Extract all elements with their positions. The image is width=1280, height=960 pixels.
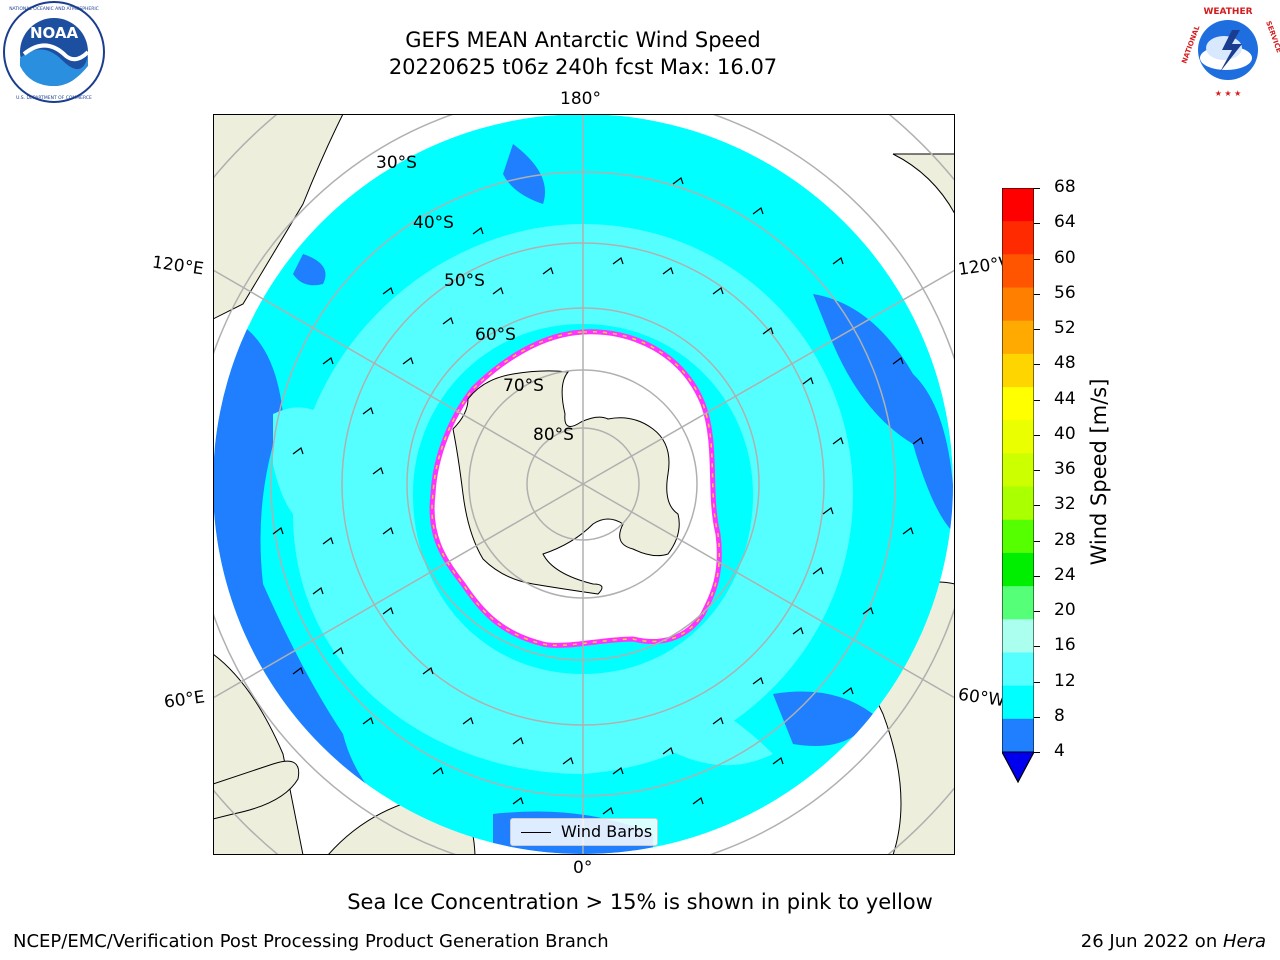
nws-logo: WEATHER NATIONAL SERVICE ★ ★ ★ bbox=[1176, 0, 1280, 104]
colorbar-tick-mark bbox=[1034, 575, 1040, 577]
colorbar-segment bbox=[1002, 287, 1034, 322]
colorbar-tick-label: 52 bbox=[1054, 318, 1076, 338]
colorbar-extend-arrow bbox=[1001, 751, 1035, 784]
caption: Sea Ice Concentration > 15% is shown in … bbox=[347, 890, 933, 914]
colorbar-segment bbox=[1002, 685, 1034, 720]
colorbar-tick-label: 60 bbox=[1054, 247, 1076, 268]
colorbar-tick-mark bbox=[1034, 188, 1040, 189]
lon-label-120e: 120°E bbox=[150, 252, 205, 280]
legend: Wind Barbs bbox=[510, 818, 658, 846]
colorbar-tick-mark bbox=[1034, 434, 1040, 436]
wind-barbs bbox=[272, 177, 924, 815]
colorbar-tick-label: 36 bbox=[1054, 459, 1076, 479]
colorbar-tick-label: 68 bbox=[1054, 177, 1076, 197]
colorbar-tick-label: 32 bbox=[1054, 494, 1076, 515]
colorbar-tick-label: 28 bbox=[1054, 529, 1076, 550]
lat-label-40s: 40°S bbox=[413, 213, 454, 233]
lat-label-60s: 60°S bbox=[475, 325, 516, 345]
colorbar-segment bbox=[1002, 486, 1034, 521]
svg-text:NATIONAL OCEANIC AND ATMOSPHER: NATIONAL OCEANIC AND ATMOSPHERIC bbox=[9, 6, 99, 12]
colorbar-tick-label: 56 bbox=[1054, 282, 1076, 303]
colorbar-tick-label: 4 bbox=[1054, 741, 1065, 761]
colorbar-segment bbox=[1002, 552, 1034, 587]
colorbar-segment bbox=[1002, 254, 1034, 289]
footer-date: 26 Jun 2022 on Hera bbox=[1081, 931, 1266, 952]
chart-title: GEFS MEAN Antarctic Wind Speed bbox=[405, 28, 761, 52]
lat-label-50s: 50°S bbox=[444, 271, 485, 291]
colorbar-segment bbox=[1002, 353, 1034, 388]
colorbar-tick-mark bbox=[1034, 364, 1040, 366]
footer-host: Hera bbox=[1222, 931, 1266, 952]
colorbar-segment bbox=[1002, 519, 1034, 554]
colorbar-tick-label: 12 bbox=[1054, 670, 1076, 691]
lon-label-60w: 60°W bbox=[956, 684, 1007, 712]
colorbar-segment bbox=[1002, 586, 1034, 620]
antarctica bbox=[452, 370, 680, 595]
colorbar-tick-mark bbox=[1034, 505, 1040, 507]
colorbar-tick-label: 24 bbox=[1054, 564, 1076, 585]
colorbar-tick-mark bbox=[1034, 752, 1040, 753]
ice-edge-inner bbox=[431, 331, 721, 647]
colorbar-frame bbox=[1001, 187, 1035, 784]
colorbar-tick-label: 20 bbox=[1054, 600, 1076, 620]
polar-map bbox=[213, 114, 955, 855]
colorbar-segment bbox=[1002, 619, 1034, 653]
chart-subtitle: 20220625 t06z 240h fcst Max: 16.07 bbox=[388, 55, 778, 79]
lat-label-30s: 30°S bbox=[376, 153, 417, 173]
legend-line-swatch bbox=[521, 832, 551, 833]
lon-label-0: 0° bbox=[573, 858, 593, 878]
svg-text:★ ★ ★: ★ ★ ★ bbox=[1215, 89, 1242, 98]
colorbar-tick-mark bbox=[1034, 223, 1040, 225]
footer-date-text: 26 Jun 2022 on bbox=[1080, 931, 1223, 952]
footer-branch: NCEP/EMC/Verification Post Processing Pr… bbox=[13, 931, 609, 952]
high-wind-ring bbox=[273, 224, 853, 774]
svg-text:WEATHER: WEATHER bbox=[1203, 7, 1252, 17]
colorbar-tick-label: 44 bbox=[1054, 388, 1076, 409]
svg-text:NOAA: NOAA bbox=[30, 24, 79, 42]
colorbar-segment bbox=[1002, 320, 1034, 355]
colorbar-segment bbox=[1002, 652, 1034, 687]
colorbar-tick-mark bbox=[1034, 399, 1040, 401]
lon-label-60e: 60°E bbox=[162, 687, 207, 713]
lat-label-80s: 80°S bbox=[533, 425, 574, 445]
colorbar-segment bbox=[1002, 221, 1034, 255]
colorbar-segment bbox=[1002, 387, 1034, 421]
colorbar-tick-mark bbox=[1034, 470, 1040, 471]
colorbar-tick-mark bbox=[1034, 611, 1040, 612]
noaa-logo: NOAA U.S. DEPARTMENT OF COMMERCE NATIONA… bbox=[2, 0, 106, 104]
colorbar-tick-label: 8 bbox=[1054, 705, 1065, 726]
meridian-lines bbox=[213, 114, 955, 855]
colorbar-tick-mark bbox=[1034, 716, 1040, 718]
colorbar-segment bbox=[1002, 420, 1034, 454]
colorbar-tick-label: 40 bbox=[1054, 423, 1076, 444]
svg-text:U.S. DEPARTMENT OF COMMERCE: U.S. DEPARTMENT OF COMMERCE bbox=[16, 95, 92, 101]
colorbar-tick-mark bbox=[1034, 681, 1040, 683]
colorbar-segment bbox=[1002, 453, 1034, 488]
colorbar bbox=[1001, 187, 1035, 784]
colorbar-tick-mark bbox=[1034, 329, 1040, 330]
colorbar-segment bbox=[1002, 718, 1034, 753]
lat-label-70s: 70°S bbox=[503, 376, 544, 396]
colorbar-tick-mark bbox=[1034, 646, 1040, 648]
colorbar-tick-label: 16 bbox=[1054, 635, 1076, 656]
colorbar-tick-label: 64 bbox=[1054, 212, 1076, 233]
colorbar-tick-label: 48 bbox=[1054, 353, 1076, 374]
colorbar-segment bbox=[1002, 188, 1034, 222]
lon-label-180: 180° bbox=[560, 89, 601, 109]
colorbar-label: Wind Speed [m/s] bbox=[1087, 378, 1111, 566]
colorbar-tick-mark bbox=[1034, 293, 1040, 295]
colorbar-tick-mark bbox=[1034, 540, 1040, 542]
colorbar-tick-mark bbox=[1034, 258, 1040, 260]
legend-label: Wind Barbs bbox=[561, 822, 653, 841]
